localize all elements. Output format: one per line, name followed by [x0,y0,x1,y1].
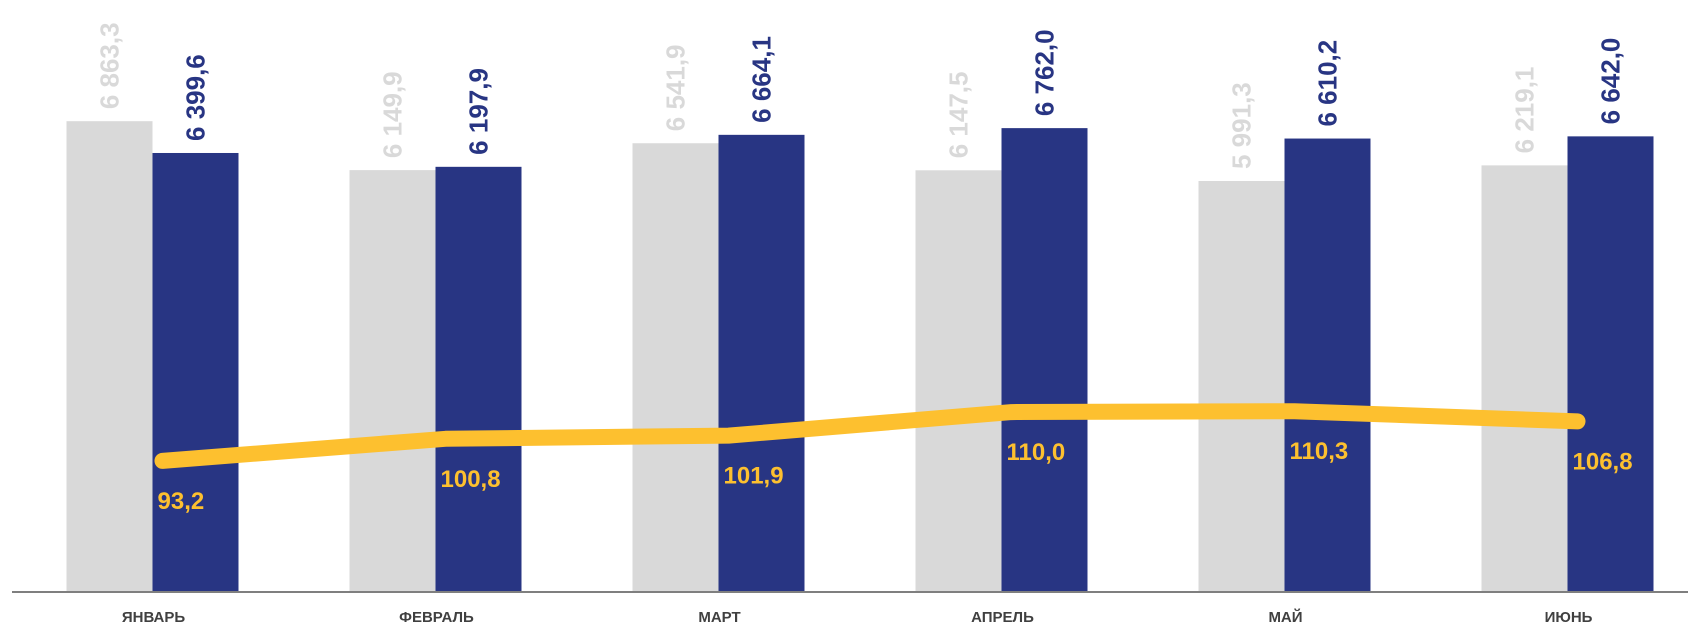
category-label-0: ЯНВАРЬ [122,609,186,625]
category-label-4: МАЙ [1268,608,1302,625]
bar-gray-5 [1481,165,1568,592]
line-label-2: 101,9 [724,463,784,490]
bar-blue-label-2: 6 664,1 [747,36,777,123]
bar-gray-label-3: 6 147,5 [944,72,974,159]
bar-value-labels: 6 863,3 6 399,6 6 149,9 6 197,9 6 541,9 6 664… [95,22,1626,169]
bar-blue-3 [1001,128,1088,592]
bar-blue-5 [1567,136,1654,592]
bar-blue-2 [718,134,805,592]
category-label-1: ФЕВРАЛЬ [399,609,474,625]
bar-blue-0 [152,152,239,593]
bar-gray-4 [1198,180,1285,592]
line-label-0: 93,2 [158,488,205,515]
x-axis-category-labels: ЯНВАРЬ ФЕВРАЛЬ МАРТ АПРЕЛЬ МАЙ ИЮНЬ [122,608,1593,625]
bar-gray-0 [66,121,153,593]
bar-blue-4 [1284,138,1371,592]
line-series [154,403,1586,469]
bar-gray-label-2: 6 541,9 [661,44,691,131]
bar-gray-label-1: 6 149,9 [378,71,408,158]
bar-gray-label-0: 6 863,3 [95,22,125,109]
bars-gray-series [66,121,1568,593]
bar-blue-label-3: 6 762,0 [1030,29,1060,116]
bar-gray-2 [632,143,719,593]
bars-blue-series [152,128,1654,593]
bar-blue-label-4: 6 610,2 [1313,40,1343,127]
bar-blue-1 [435,166,522,592]
bar-gray-label-4: 5 991,3 [1227,82,1257,169]
line-label-4: 110,3 [1290,438,1349,465]
line-label-5: 106,8 [1573,448,1633,475]
line-label-1: 100,8 [441,466,501,493]
bar-blue-label-1: 6 197,9 [464,68,494,155]
bar-gray-label-5: 6 219,1 [1510,67,1540,154]
bar-blue-label-5: 6 642,0 [1596,38,1626,125]
category-label-5: ИЮНЬ [1545,609,1593,625]
category-label-2: МАРТ [698,609,740,625]
line-path [154,403,1586,469]
line-value-labels: 93,2 100,8 101,9 110,0 110,3 106,8 [158,438,1633,515]
bar-gray-3 [915,170,1002,592]
bar-gray-1 [349,170,436,592]
bar-blue-label-0: 6 399,6 [181,54,211,141]
category-label-3: АПРЕЛЬ [971,609,1034,625]
line-label-3: 110,0 [1007,439,1066,466]
